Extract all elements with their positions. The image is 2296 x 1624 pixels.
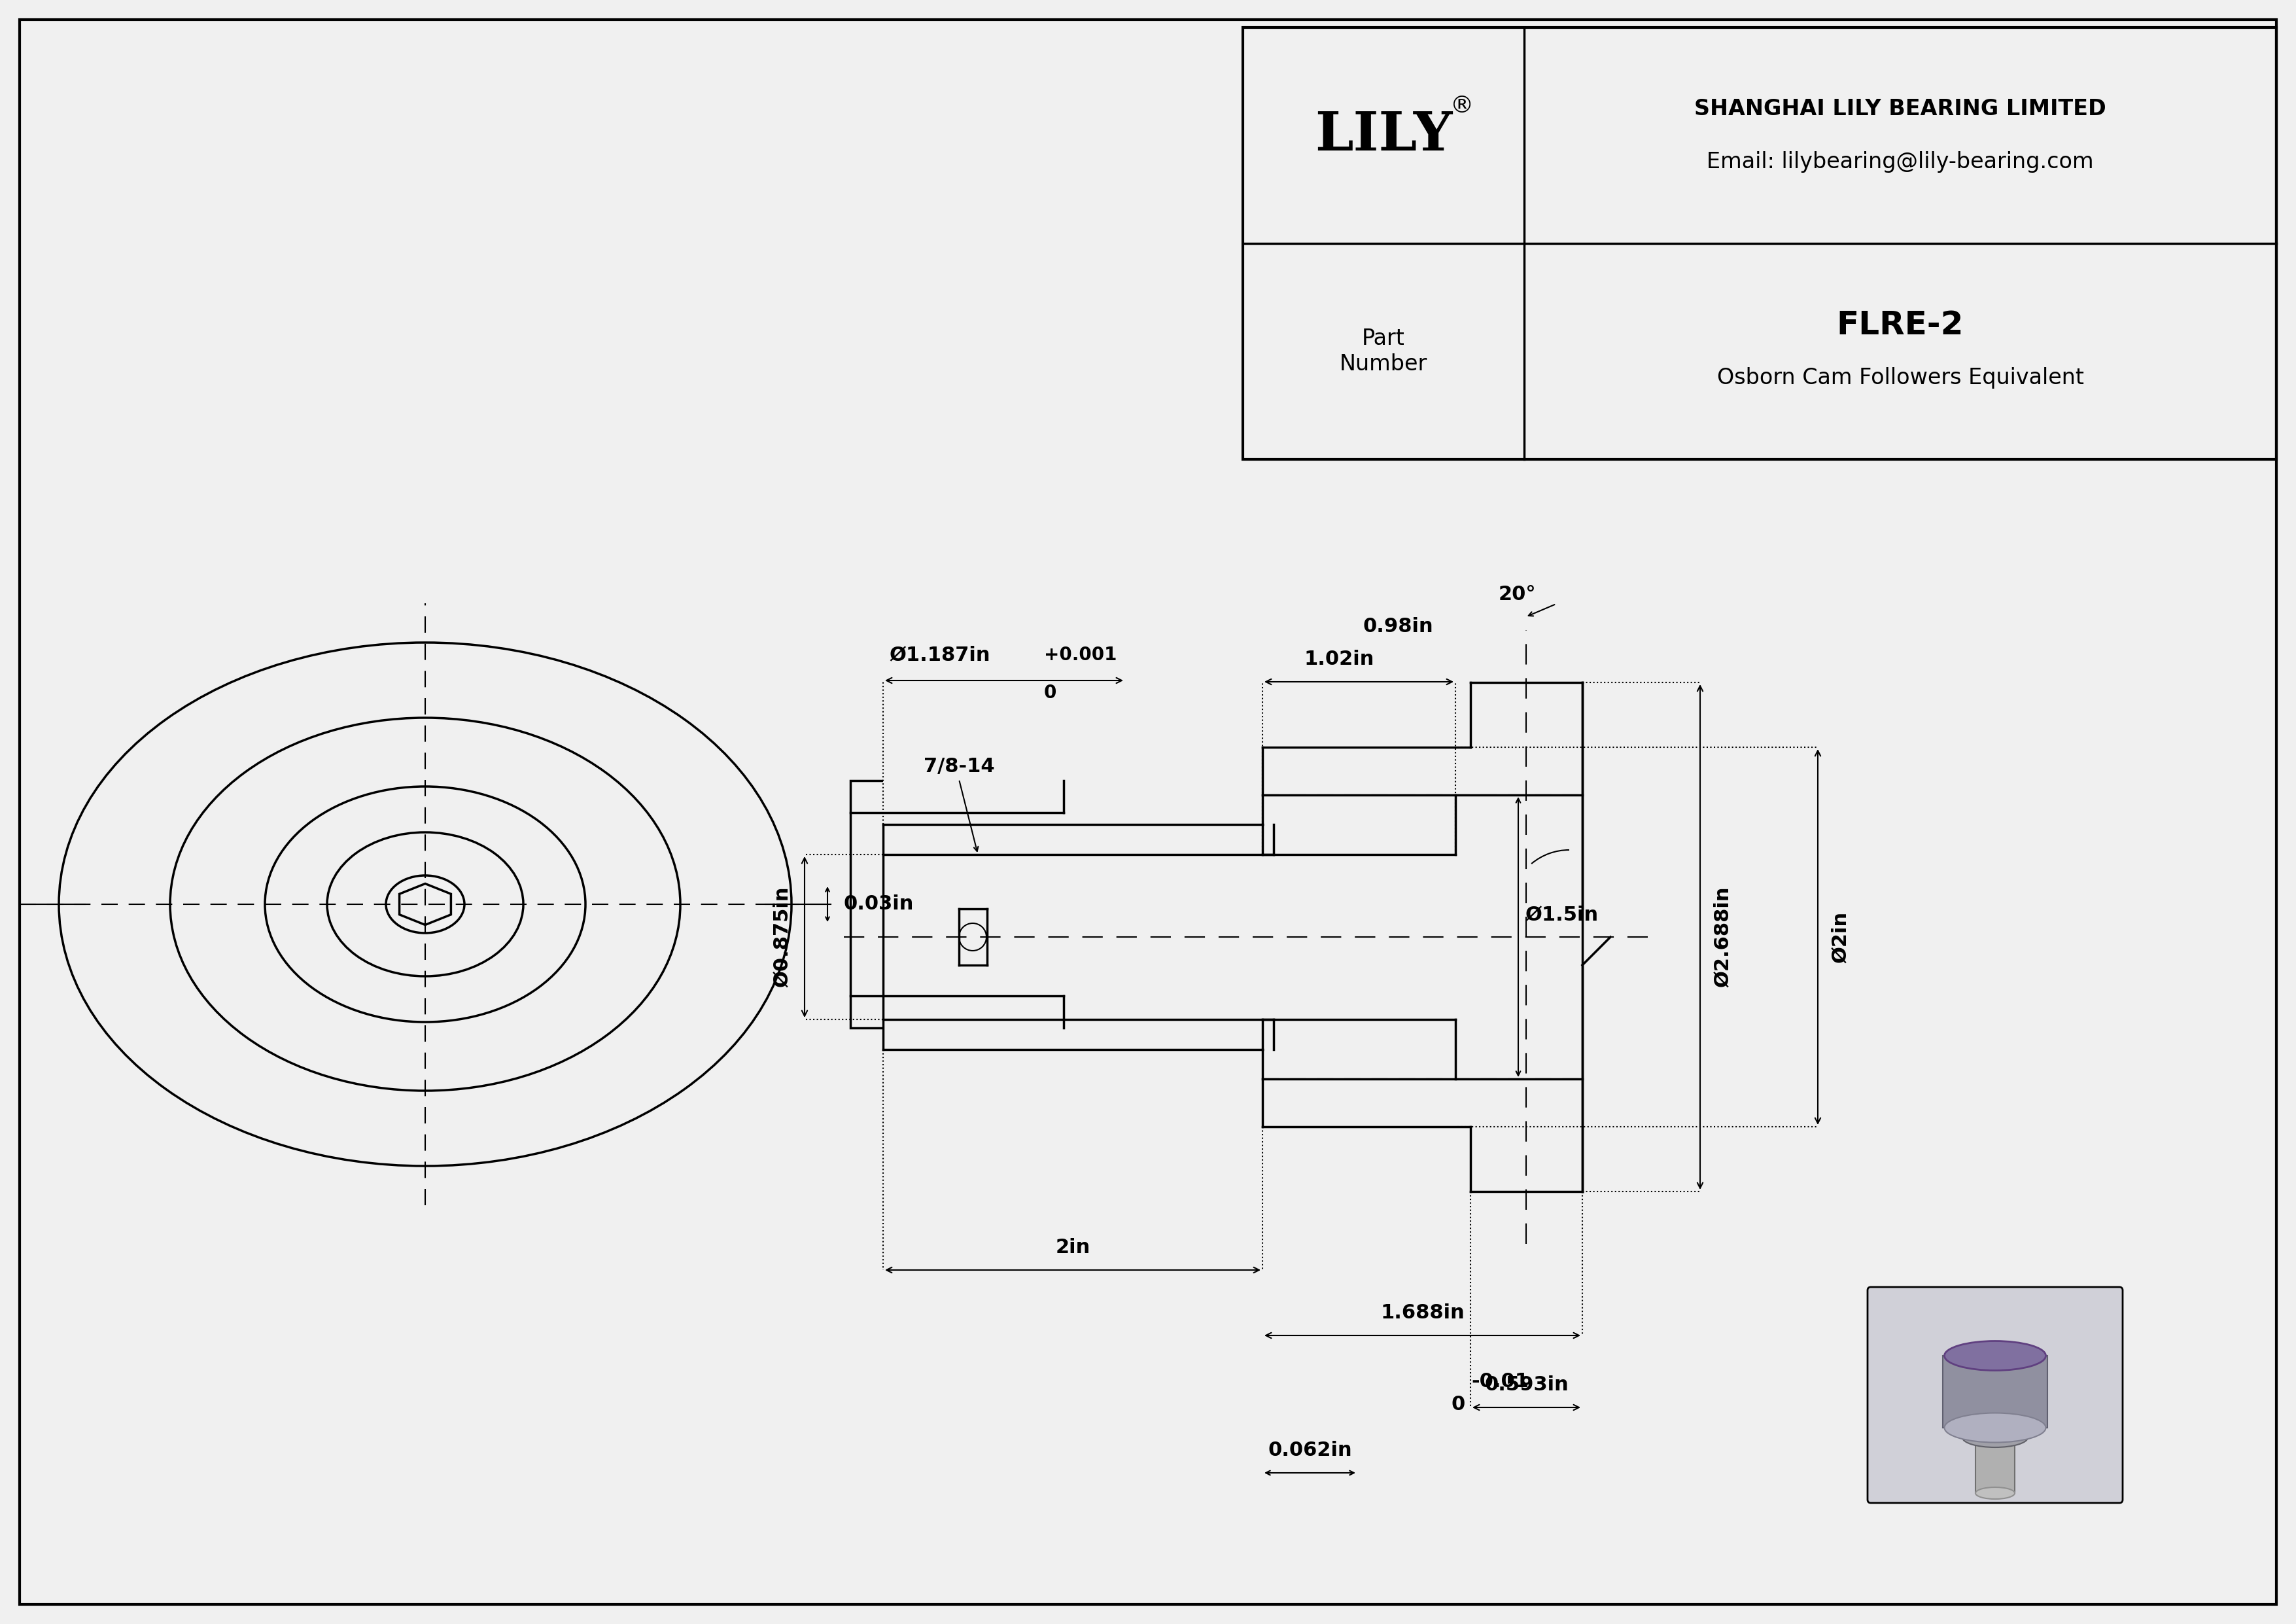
- Ellipse shape: [1945, 1413, 2046, 1442]
- Text: 2in: 2in: [1056, 1237, 1091, 1257]
- FancyBboxPatch shape: [1867, 1288, 2124, 1502]
- Text: 0.03in: 0.03in: [845, 895, 914, 914]
- Text: Ø2.688in: Ø2.688in: [1713, 887, 1731, 987]
- Bar: [850, 781, 1270, 1028]
- Ellipse shape: [1945, 1341, 2046, 1371]
- Text: Ø0.875in: Ø0.875in: [771, 887, 792, 987]
- Bar: [1975, 1440, 2014, 1492]
- Text: LILY: LILY: [1316, 109, 1453, 162]
- Text: Ø1.187in: Ø1.187in: [889, 645, 990, 664]
- Text: 20°: 20°: [1497, 585, 1536, 604]
- Ellipse shape: [1963, 1427, 2027, 1447]
- Text: Osborn Cam Followers Equivalent: Osborn Cam Followers Equivalent: [1717, 367, 2085, 388]
- Text: 0: 0: [1451, 1395, 1465, 1415]
- Text: Ø2in: Ø2in: [1830, 911, 1851, 963]
- Text: 0.593in: 0.593in: [1483, 1376, 1568, 1395]
- Text: Ø1.5in: Ø1.5in: [1525, 905, 1598, 924]
- Text: 0.98in: 0.98in: [1364, 617, 1433, 637]
- Text: SHANGHAI LILY BEARING LIMITED: SHANGHAI LILY BEARING LIMITED: [1694, 99, 2105, 120]
- Text: Part
Number: Part Number: [1339, 328, 1428, 375]
- Text: 1.688in: 1.688in: [1380, 1304, 1465, 1322]
- Text: 1.02in: 1.02in: [1304, 650, 1373, 669]
- Text: ®: ®: [1451, 94, 1474, 117]
- Text: 0.062in: 0.062in: [1267, 1440, 1352, 1460]
- Text: +0.001: +0.001: [1045, 646, 1116, 664]
- Ellipse shape: [1975, 1488, 2014, 1499]
- Text: FLRE-2: FLRE-2: [1837, 310, 1963, 341]
- Text: -0.01: -0.01: [1472, 1372, 1529, 1392]
- Bar: [1942, 1356, 2048, 1427]
- Text: 7/8-14: 7/8-14: [923, 757, 994, 776]
- Bar: [884, 541, 1582, 1049]
- Text: 0: 0: [1045, 684, 1056, 702]
- Text: Email: lilybearing@lily-bearing.com: Email: lilybearing@lily-bearing.com: [1706, 151, 2094, 172]
- Bar: [1242, 28, 2275, 460]
